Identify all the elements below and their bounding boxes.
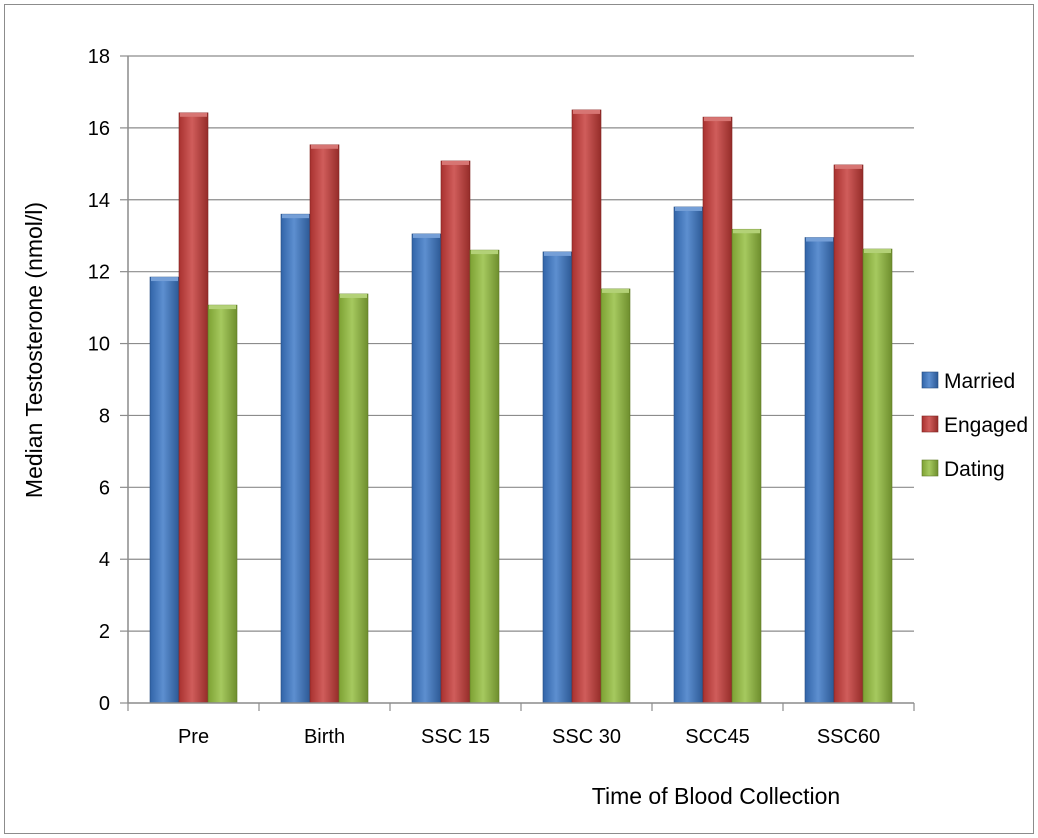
bar-cap [282,214,309,219]
y-tick-label: 2 [99,621,110,643]
bar-cap [806,237,833,242]
legend-swatch-engaged [921,415,939,433]
legend-swatch-dating [921,459,939,477]
bar-married-4 [673,206,704,704]
bar-cap [311,144,338,149]
y-tick-label: 14 [88,190,110,212]
bar-dating-1 [338,293,369,704]
legend-swatch-married [921,371,939,389]
bar-cap [180,112,207,117]
x-tick-label: SSC60 [817,726,880,748]
bar-married-2 [411,233,442,704]
x-axis-title: Time of Blood Collection [592,783,840,809]
bar-engaged-4 [702,116,733,704]
y-axis-title: Median Testosterone (nmol/l) [21,202,47,498]
bar-engaged-2 [440,160,471,704]
bar-cap [442,160,469,165]
bars [149,109,893,704]
axes [127,56,914,704]
bar-dating-2 [469,249,500,704]
legend-label-married: Married [944,370,1015,393]
y-tick-label: 12 [88,262,110,284]
bar-cap [602,288,629,293]
bar-engaged-3 [571,109,602,704]
bar-cap [573,109,600,114]
bar-married-0 [149,276,180,704]
bar-cap [151,277,178,282]
bar-cap [733,229,760,234]
gridlines [128,55,914,632]
bar-cap [471,250,498,255]
x-tick-label: Birth [304,726,345,748]
bar-cap [413,233,440,238]
bar-dating-0 [207,304,238,704]
bar-dating-4 [731,228,762,704]
bar-cap [704,117,731,122]
bar-married-1 [280,213,311,704]
x-tick-label: Pre [178,726,209,748]
bar-dating-5 [862,248,893,704]
bar-cap [864,249,891,254]
y-tick-label: 0 [99,693,110,715]
legend: Married Engaged Dating [921,370,1028,481]
legend-label-dating: Dating [944,458,1005,481]
y-axis-ticks: 0 2 4 6 8 10 12 14 16 18 [88,46,128,715]
x-axis-ticks: Pre Birth SSC 15 SSC 30 SCC45 SSC60 [127,703,915,748]
y-tick-label: 18 [88,46,110,68]
bar-cap [340,293,367,298]
y-tick-label: 8 [99,405,110,427]
bar-engaged-0 [178,112,209,704]
bar-married-5 [804,237,835,704]
y-tick-label: 6 [99,477,110,499]
bar-dating-3 [600,288,631,704]
bar-married-3 [542,251,573,704]
bar-cap [835,164,862,169]
bar-cap [544,251,571,256]
y-tick-label: 16 [88,118,110,140]
legend-label-engaged: Engaged [944,414,1028,437]
y-tick-label: 4 [99,549,110,571]
x-tick-label: SSC 30 [552,726,621,748]
bar-engaged-5 [833,164,864,704]
bar-engaged-1 [309,144,340,704]
bar-cap [209,305,236,310]
y-tick-label: 10 [88,334,110,356]
bar-cap [675,206,702,211]
x-tick-label: SSC 15 [421,726,490,748]
x-tick-label: SCC45 [685,726,749,748]
